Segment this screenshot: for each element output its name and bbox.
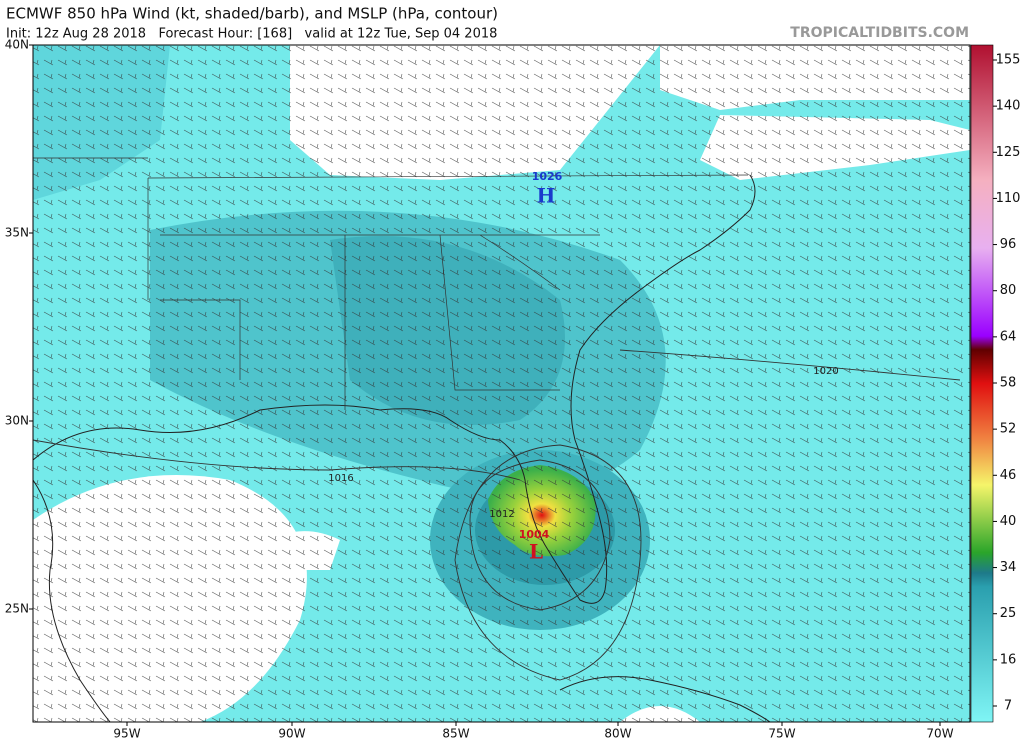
coastline [33, 174, 756, 604]
colorbar-label: 40 [1000, 514, 1017, 529]
colorbar [970, 44, 994, 723]
contour-label: 1012 [489, 509, 514, 520]
pressure-center: L [529, 540, 543, 564]
lon-label: 85W [442, 727, 469, 741]
lon-label: 90W [278, 727, 305, 741]
contour-label: 1026 [532, 170, 563, 183]
colorbar-label: 125 [996, 145, 1021, 160]
colorbar-label: 64 [1000, 329, 1017, 344]
title: ECMWF 850 hPa Wind (kt, shaded/barb), an… [6, 5, 498, 23]
colorbar-label: 34 [1000, 560, 1017, 575]
map-frame [32, 44, 971, 723]
lat-label: 30N [5, 414, 29, 428]
lat-label: 40N [5, 38, 29, 52]
colorbar-label: 110 [996, 191, 1021, 206]
lat-label: 35N [5, 226, 29, 240]
colorbar-label: 80 [1000, 283, 1017, 298]
colorbar-label: 140 [996, 99, 1021, 114]
colorbar-label: 52 [1000, 422, 1017, 437]
colorbar-label: 7 [1004, 699, 1012, 714]
contour-label: 1020 [813, 366, 838, 377]
isobars [33, 349, 961, 681]
coastline [33, 479, 111, 722]
contour-label: 1016 [328, 473, 353, 484]
map-labels: 40N 35N 30N 25N 95W 90W 85W 80W 75W 70W 1026 1020 10… [5, 38, 1021, 741]
pressure-center: H [537, 184, 556, 208]
map-area [33, 45, 970, 722]
contour-label: 1004 [519, 528, 550, 541]
wind-barbs [33, 45, 970, 722]
lat-label: 25N [5, 602, 29, 616]
lon-label: 95W [113, 727, 140, 741]
state-borders [33, 157, 749, 410]
watermark: TROPICALTIDBITS.COM [790, 25, 969, 41]
colorbar-label: 46 [1000, 468, 1017, 483]
colorbar-label: 16 [1000, 652, 1017, 667]
lon-label: 80W [604, 727, 631, 741]
colorbar-label: 96 [1000, 237, 1017, 252]
lon-label: 70W [926, 727, 953, 741]
lon-label: 75W [768, 727, 795, 741]
colorbar-label: 58 [1000, 376, 1017, 391]
colorbar-label: 155 [996, 53, 1021, 68]
subtitle: Init: 12z Aug 28 2018 Forecast Hour: [16… [6, 27, 497, 42]
coastline [559, 676, 771, 722]
colorbar-label: 25 [1000, 606, 1017, 621]
